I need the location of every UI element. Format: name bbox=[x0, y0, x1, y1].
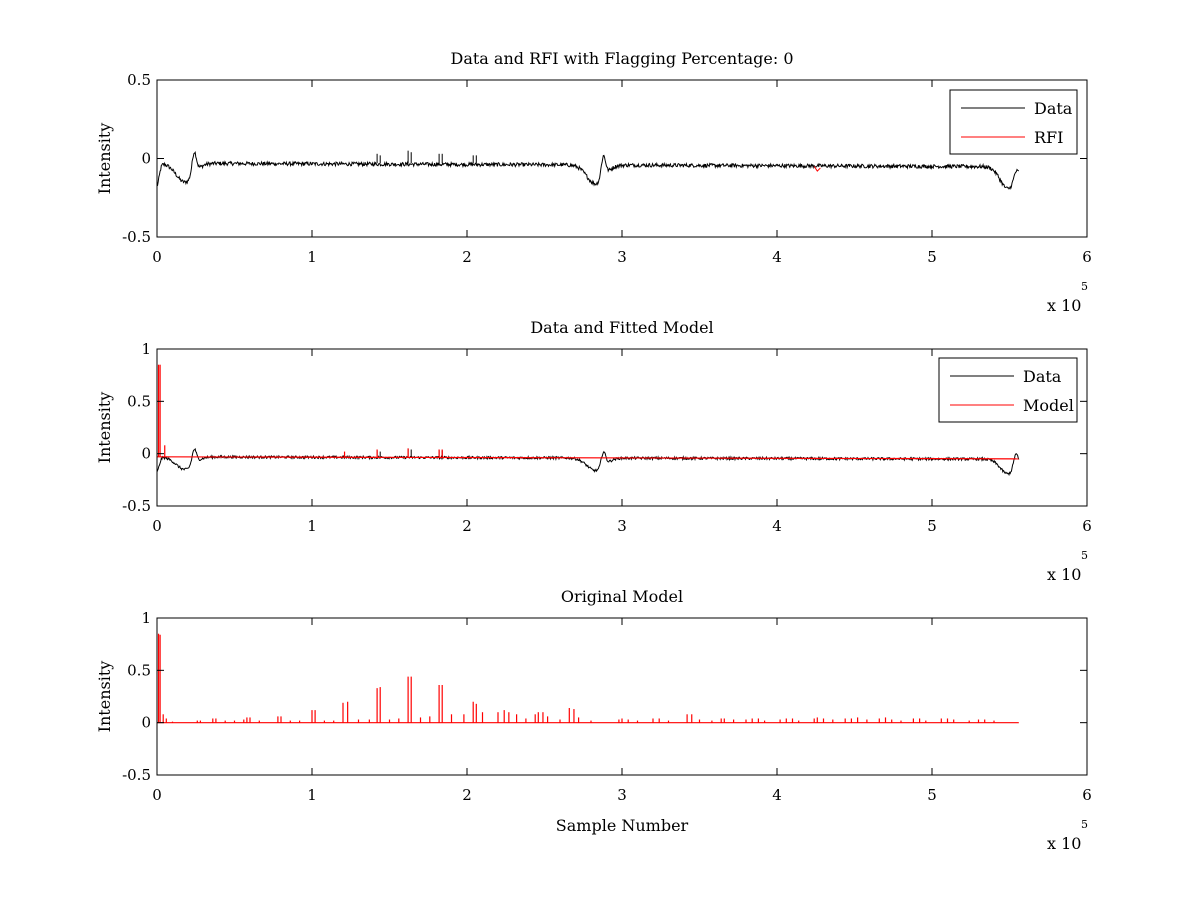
legend-box bbox=[938, 357, 1078, 423]
legend-label: Data bbox=[1023, 367, 1062, 386]
y-axis-label: Intensity bbox=[95, 392, 114, 464]
plot-area bbox=[157, 80, 1087, 237]
series-line-rfi bbox=[813, 166, 821, 172]
x-tick-label: 5 bbox=[927, 786, 937, 804]
y-tick-label: 0 bbox=[141, 445, 151, 463]
y-tick-label: 1 bbox=[141, 609, 151, 627]
x-multiplier-exponent: 5 bbox=[1081, 280, 1088, 293]
x-multiplier-exponent: 5 bbox=[1081, 549, 1088, 562]
x-tick-label: 5 bbox=[927, 517, 937, 535]
x-tick-label: 0 bbox=[152, 517, 162, 535]
y-tick-label: 0.5 bbox=[127, 71, 151, 89]
x-tick-label: 1 bbox=[307, 248, 317, 266]
x-tick-label: 2 bbox=[462, 786, 472, 804]
legend-label: RFI bbox=[1034, 128, 1063, 147]
y-tick-label: 0 bbox=[141, 714, 151, 732]
x-multiplier-exponent: 5 bbox=[1081, 818, 1088, 831]
x-tick-label: 1 bbox=[307, 786, 317, 804]
plot-area bbox=[157, 349, 1087, 506]
chart-title: Original Model bbox=[561, 587, 683, 606]
y-tick-label: 0.5 bbox=[127, 661, 151, 679]
series-group bbox=[157, 633, 1019, 724]
y-tick-label: 0 bbox=[141, 150, 151, 168]
x-multiplier-label: x 10 bbox=[1047, 834, 1081, 853]
x-tick-label: 5 bbox=[927, 248, 937, 266]
x-multiplier-label: x 10 bbox=[1047, 296, 1081, 315]
x-tick-label: 3 bbox=[617, 517, 627, 535]
legend: Data Model bbox=[938, 357, 1078, 423]
y-tick-label: 1 bbox=[141, 340, 151, 358]
legend-box bbox=[949, 89, 1078, 155]
x-tick-label: 3 bbox=[617, 248, 627, 266]
series-group bbox=[157, 364, 1020, 477]
x-tick-label: 0 bbox=[152, 248, 162, 266]
x-tick-label: 4 bbox=[772, 248, 782, 266]
x-tick-label: 2 bbox=[462, 517, 472, 535]
y-tick-label: -0.5 bbox=[122, 766, 151, 784]
x-tick-label: 6 bbox=[1082, 517, 1092, 535]
y-tick-label: -0.5 bbox=[122, 228, 151, 246]
x-tick-label: 6 bbox=[1082, 786, 1092, 804]
y-tick-label: -0.5 bbox=[122, 497, 151, 515]
chart-title: Data and Fitted Model bbox=[530, 318, 713, 337]
series-line-data bbox=[157, 150, 1020, 190]
x-tick-label: 3 bbox=[617, 786, 627, 804]
x-tick-label: 2 bbox=[462, 248, 472, 266]
chart-title: Data and RFI with Flagging Percentage: 0 bbox=[450, 49, 793, 68]
x-tick-label: 4 bbox=[772, 786, 782, 804]
y-tick-label: 0.5 bbox=[127, 392, 151, 410]
x-tick-label: 4 bbox=[772, 517, 782, 535]
x-tick-label: 1 bbox=[307, 517, 317, 535]
series-line-model bbox=[157, 456, 1019, 460]
plot-area bbox=[157, 618, 1087, 775]
series-group bbox=[157, 150, 1020, 190]
y-axis-label: Intensity bbox=[95, 661, 114, 733]
x-tick-label: 6 bbox=[1082, 248, 1092, 266]
x-axis-label: Sample Number bbox=[556, 816, 689, 835]
legend-label: Model bbox=[1023, 396, 1074, 415]
legend: Data RFI bbox=[949, 89, 1078, 155]
x-multiplier-label: x 10 bbox=[1047, 565, 1081, 584]
x-tick-label: 0 bbox=[152, 786, 162, 804]
y-axis-label: Intensity bbox=[95, 123, 114, 195]
legend-label: Data bbox=[1034, 99, 1073, 118]
